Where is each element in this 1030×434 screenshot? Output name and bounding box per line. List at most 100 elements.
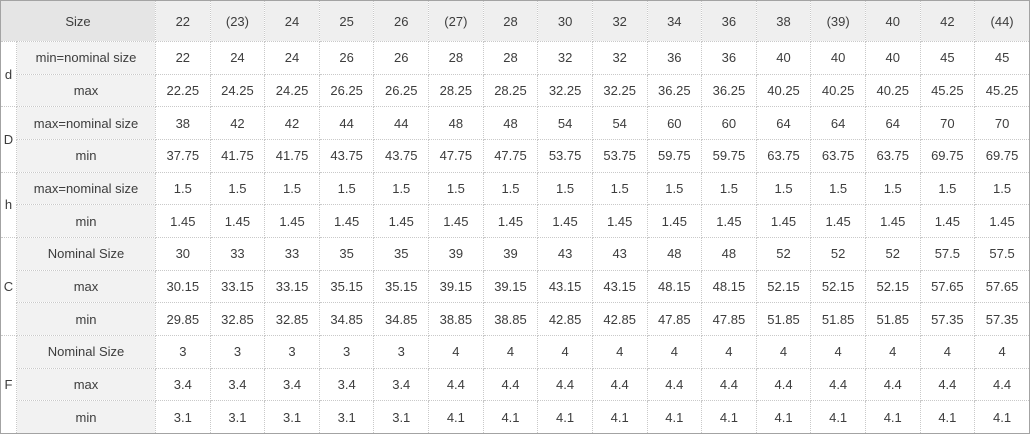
value-cell: 44 (318, 106, 375, 140)
value-cell: 1.5 (919, 171, 976, 206)
value-cell: 1.5 (646, 171, 703, 206)
value-cell: 35 (318, 236, 375, 271)
column-header-27: (27) (428, 0, 484, 42)
value-cell: 4.1 (919, 400, 976, 434)
value-cell: 24 (264, 41, 320, 75)
value-cell: 48 (428, 106, 484, 140)
value-cell: 1.5 (209, 171, 266, 206)
value-cell: 4 (428, 334, 484, 369)
value-cell: 4.4 (810, 367, 866, 402)
value-cell: 37.75 (155, 138, 211, 173)
value-cell: 1.45 (591, 204, 648, 238)
row-label: min=nominal size (15, 41, 157, 75)
row-label: max (15, 367, 157, 402)
value-cell: 1.5 (428, 171, 484, 206)
value-cell: 35 (373, 236, 430, 271)
value-cell: 26.25 (318, 73, 375, 108)
value-cell: 1.5 (318, 171, 375, 206)
row-label: max (15, 269, 157, 304)
value-cell: 43.75 (373, 138, 430, 173)
value-cell: 4 (482, 334, 539, 369)
table-row: max 22.25 24.25 24.25 26.25 26.25 28.25 28.25 32… (1, 73, 1030, 108)
value-cell: 1.45 (428, 204, 484, 238)
value-cell: 52.15 (864, 269, 921, 304)
row-label: max=nominal size (15, 171, 157, 206)
value-cell: 3.1 (373, 400, 430, 434)
value-cell: 28 (428, 41, 484, 75)
value-cell: 4 (810, 334, 866, 369)
value-cell: 4.4 (482, 367, 539, 402)
table-row: F Nominal Size 3 3 3 3 3 4 4 4 4 4 4 4 4 4 4 4 (0, 334, 1030, 434)
value-cell: 3 (264, 334, 320, 369)
header-row: Size 22 (23) 24 25 26 (27) 28 30 32 34 36 38 (39) 40 4… (0, 0, 1030, 42)
value-cell: 36 (646, 41, 703, 75)
value-cell: 51.85 (864, 302, 921, 336)
value-cell: 4.1 (482, 400, 539, 434)
value-cell: 40.25 (755, 73, 812, 108)
row-label: Nominal Size (15, 334, 157, 369)
value-cell: 3.4 (209, 367, 266, 402)
row-group-label-C: C (0, 236, 17, 336)
value-cell: 4.1 (974, 400, 1030, 434)
value-cell: 60 (701, 106, 757, 140)
column-header-26: 26 (373, 0, 430, 42)
value-cell: 1.5 (155, 171, 211, 206)
value-cell: 28.25 (482, 73, 539, 108)
value-cell: 53.75 (591, 138, 648, 173)
value-cell: 4.4 (646, 367, 703, 402)
value-cell: 3 (209, 334, 266, 369)
value-cell: 54 (537, 106, 593, 140)
value-cell: 4.1 (755, 400, 812, 434)
value-cell: 4.4 (974, 367, 1030, 402)
value-cell: 39.15 (428, 269, 484, 304)
value-cell: 52 (864, 236, 921, 271)
value-cell: 48 (646, 236, 703, 271)
value-cell: 4.4 (591, 367, 648, 402)
value-cell: 3.1 (318, 400, 375, 434)
value-cell: 1.45 (919, 204, 976, 238)
value-cell: 1.5 (482, 171, 539, 206)
value-cell: 28.25 (428, 73, 484, 108)
value-cell: 38.85 (482, 302, 539, 336)
column-header-30: 30 (537, 0, 593, 42)
value-cell: 1.45 (646, 204, 703, 238)
value-cell: 1.5 (701, 171, 757, 206)
value-cell: 26.25 (373, 73, 430, 108)
value-cell: 33 (209, 236, 266, 271)
value-cell: 28 (482, 41, 539, 75)
value-cell: 45 (919, 41, 976, 75)
value-cell: 32.85 (209, 302, 266, 336)
column-header-23: (23) (209, 0, 266, 42)
value-cell: 4.1 (810, 400, 866, 434)
value-cell: 4.1 (864, 400, 921, 434)
value-cell: 63.75 (864, 138, 921, 173)
column-header-32: 32 (591, 0, 648, 42)
value-cell: 70 (974, 106, 1030, 140)
value-cell: 33.15 (209, 269, 266, 304)
value-cell: 45 (974, 41, 1030, 75)
value-cell: 40.25 (810, 73, 866, 108)
row-label: max (15, 73, 157, 108)
value-cell: 38.85 (428, 302, 484, 336)
value-cell: 24.25 (209, 73, 266, 108)
value-cell: 1.5 (264, 171, 320, 206)
table-row: min 1.45 1.45 1.45 1.45 1.45 1.45 1.45 1.45 1.45 1… (1, 204, 1030, 238)
row-label: min (15, 204, 157, 238)
value-cell: 32.85 (264, 302, 320, 336)
value-cell: 4.1 (537, 400, 593, 434)
column-header-25: 25 (318, 0, 375, 42)
value-cell: 30 (155, 236, 211, 271)
value-cell: 59.75 (646, 138, 703, 173)
value-cell: 33 (264, 236, 320, 271)
value-cell: 1.5 (974, 171, 1030, 206)
value-cell: 42.85 (591, 302, 648, 336)
value-cell: 1.45 (264, 204, 320, 238)
value-cell: 1.5 (864, 171, 921, 206)
value-cell: 43.15 (591, 269, 648, 304)
value-cell: 57.35 (974, 302, 1030, 336)
value-cell: 3 (318, 334, 375, 369)
table-row: h max=nominal size 1.5 1.5 1.5 1.5 1.5 1.5 1.5 1.… (0, 171, 1030, 238)
value-cell: 1.5 (537, 171, 593, 206)
value-cell: 51.85 (755, 302, 812, 336)
